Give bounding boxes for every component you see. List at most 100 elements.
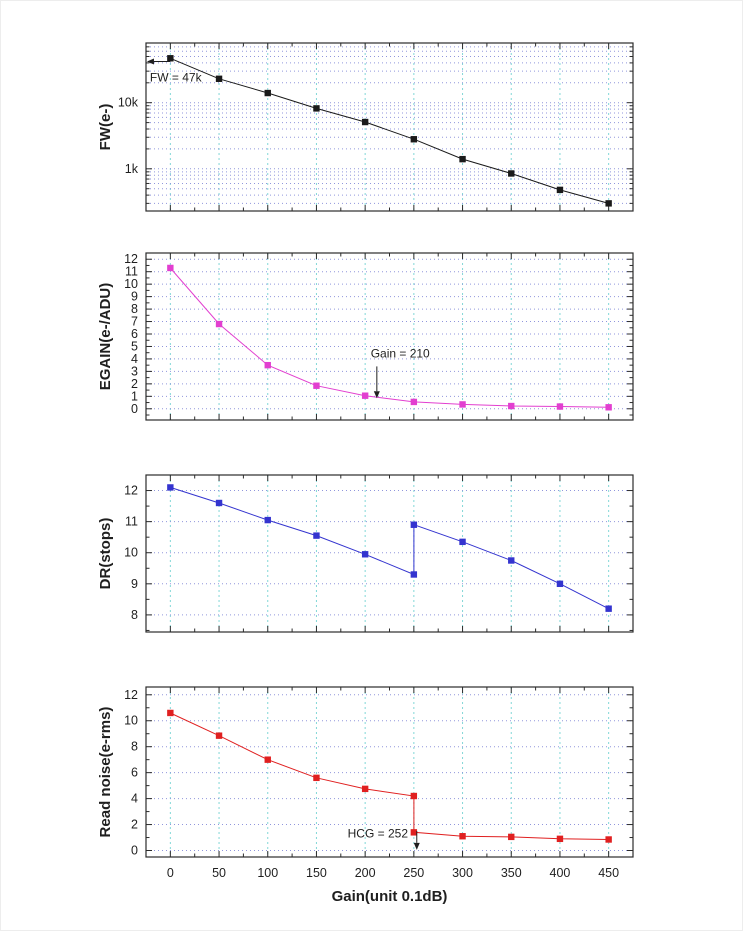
y-axis-title: DR(stops) <box>97 518 114 590</box>
data-point <box>361 118 369 126</box>
y-axis-title: Read noise(e-rms) <box>97 707 114 838</box>
series-line <box>169 267 609 408</box>
data-point <box>459 833 466 840</box>
y-tick-label: 4 <box>131 792 138 806</box>
data-point <box>605 836 612 843</box>
data-point <box>459 538 466 546</box>
data-point <box>313 105 320 112</box>
y-tick-label: 11 <box>125 265 138 279</box>
plot-frame <box>145 474 634 633</box>
y-tick-label: 5 <box>131 339 138 353</box>
y-tick-label: 10 <box>124 714 138 728</box>
data-point <box>215 320 223 328</box>
data-point <box>459 155 466 163</box>
y-tick-label: 10 <box>124 277 138 291</box>
y-tick-label: 12 <box>124 484 138 498</box>
data-point <box>264 756 271 763</box>
y-tick-label: 3 <box>131 364 138 378</box>
data-point <box>215 75 223 82</box>
y-tick-label: 1k <box>125 162 139 176</box>
y-tick-label: 6 <box>131 766 138 780</box>
x-tick-label: 50 <box>212 866 226 880</box>
annotation-arrow-head <box>413 842 420 850</box>
y-tick-label: 6 <box>131 327 138 341</box>
data-point <box>410 136 418 143</box>
data-point <box>167 484 174 491</box>
y-tick-label: 7 <box>131 315 138 329</box>
y-tick-label: 4 <box>131 352 138 366</box>
data-point <box>313 532 320 539</box>
data-point <box>264 89 271 97</box>
panel-full-well: 1k 10k FW(e-) FW = 47k <box>97 42 634 212</box>
x-tick-label: 200 <box>355 866 376 880</box>
x-tick-label: 450 <box>598 866 619 880</box>
plot-frame <box>145 252 634 421</box>
y-tick-label: 0 <box>131 844 138 858</box>
panel-read-noise: 0 2 4 6 8 10 12 Read noise(e-rms) HCG = 252 0 50 10… <box>97 686 634 905</box>
y-tick-label: 1 <box>131 389 138 403</box>
data-point <box>361 551 369 558</box>
data-point <box>410 792 418 800</box>
y-tick-label: 2 <box>131 377 138 391</box>
data-point <box>508 170 515 177</box>
data-point <box>605 200 612 207</box>
data-point <box>556 186 564 194</box>
y-tick-label: 10k <box>118 96 139 110</box>
data-point <box>361 785 369 793</box>
y-tick-label: 8 <box>131 302 138 316</box>
y-tick-label: 0 <box>131 402 138 416</box>
annotation-arrow-head <box>373 391 380 399</box>
x-tick-label: 400 <box>550 866 571 880</box>
data-point <box>508 402 515 410</box>
plot-frame <box>145 42 634 212</box>
x-tick-label: 350 <box>501 866 522 880</box>
data-point <box>167 264 174 272</box>
data-point <box>313 774 320 782</box>
panel-dynamic-range: 8 9 10 11 12 DR(stops) <box>97 474 634 633</box>
data-point <box>410 571 418 578</box>
annotation-text: HCG = 252 <box>348 827 409 841</box>
data-point <box>459 401 466 408</box>
x-tick-label: 250 <box>403 866 424 880</box>
data-point <box>605 404 612 411</box>
y-axis-title: FW(e-) <box>97 104 114 151</box>
y-tick-label: 2 <box>131 818 138 832</box>
y-tick-label: 11 <box>125 515 138 529</box>
data-point <box>556 835 564 843</box>
data-point <box>215 499 223 507</box>
series-line <box>170 57 609 204</box>
x-axis-title: Gain(unit 0.1dB) <box>332 888 448 905</box>
y-tick-label: 9 <box>131 577 138 591</box>
plot-frame <box>145 686 634 858</box>
y-axis-title: EGAIN(e-/ADU) <box>97 283 114 391</box>
data-point <box>508 557 515 564</box>
annotation-text: Gain = 210 <box>371 347 430 361</box>
data-point <box>556 580 564 588</box>
data-point <box>410 829 418 836</box>
series-line <box>170 712 609 840</box>
y-tick-label: 9 <box>131 290 138 304</box>
y-tick-label: 12 <box>124 688 138 702</box>
x-tick-label: 150 <box>306 866 327 880</box>
data-point <box>215 732 223 739</box>
series-line <box>170 486 609 610</box>
y-tick-label: 12 <box>124 252 138 266</box>
data-point <box>264 516 271 524</box>
x-tick-label: 0 <box>167 866 174 880</box>
data-point <box>167 709 174 717</box>
y-tick-label: 8 <box>131 740 138 754</box>
y-tick-label: 8 <box>131 608 138 622</box>
data-point <box>410 521 418 528</box>
y-tick-label: 10 <box>124 546 138 560</box>
annotation-text: FW = 47k <box>150 70 203 84</box>
data-point <box>410 398 418 406</box>
data-point <box>361 392 369 399</box>
x-tick-label: 100 <box>257 866 278 880</box>
data-point <box>605 605 612 612</box>
data-point <box>556 403 564 410</box>
data-point <box>167 55 174 62</box>
annotation-arrow-head <box>146 58 154 65</box>
